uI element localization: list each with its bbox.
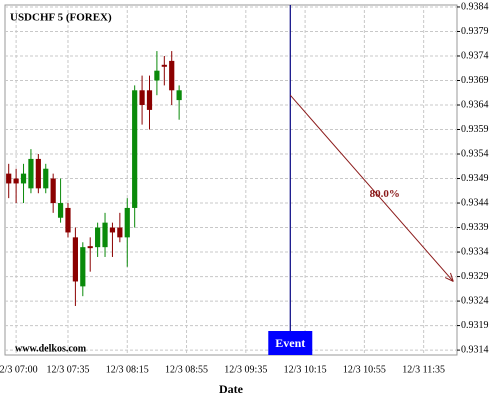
candle-body — [35, 158, 41, 189]
x-tick-label: 12/3 08:55 — [165, 364, 208, 375]
candle-body — [95, 227, 101, 248]
y-tick-label: 0.9314 — [461, 344, 489, 355]
projection-line — [289, 94, 454, 282]
marks — [6, 51, 182, 306]
watermark: www.delkos.com — [15, 343, 87, 354]
y-tick-label: 0.9354 — [461, 148, 489, 159]
candle-body — [20, 173, 27, 184]
projection-label: 80.0% — [370, 188, 400, 200]
x-tick-label: 12/3 10:55 — [343, 364, 386, 375]
y-tick-label: 0.9349 — [461, 173, 489, 184]
x-tick-label: 12/3 10:15 — [284, 364, 327, 375]
candle-body — [80, 247, 86, 287]
candle-body — [13, 178, 19, 184]
candle-body — [72, 237, 78, 282]
y-tick-label: 0.9324 — [461, 295, 489, 306]
arrow-head — [449, 272, 454, 282]
y-tick-label: 0.9384 — [461, 1, 489, 12]
candle-body — [109, 227, 116, 233]
y-tick-label: 0.9339 — [461, 222, 489, 233]
x-tick-label: 12/3 08:15 — [106, 364, 149, 375]
y-tick-label: 0.9344 — [461, 197, 489, 208]
candle-body — [28, 158, 34, 189]
candle-body — [65, 207, 71, 233]
candle-body — [146, 90, 153, 110]
candle-body — [132, 90, 138, 208]
y-tick-label: 0.9329 — [461, 271, 489, 282]
x-axis-label: Date — [219, 382, 244, 396]
event-label: Event — [275, 336, 305, 350]
candle-body — [43, 168, 49, 189]
candle-body — [50, 178, 56, 204]
y-tick-label: 0.9379 — [461, 26, 489, 37]
candle-body — [176, 90, 182, 101]
candle-body — [124, 207, 130, 238]
candle-body — [102, 222, 108, 248]
y-tick-label: 0.9319 — [461, 320, 489, 331]
y-tick-label: 0.9359 — [461, 124, 489, 135]
candle-body — [117, 227, 123, 238]
y-tick-label: 0.9334 — [461, 246, 489, 257]
candle-body — [6, 173, 12, 184]
y-tick-label: 0.9369 — [461, 75, 489, 86]
candle-body — [154, 70, 160, 81]
y-tick-label: 0.9374 — [461, 50, 489, 61]
candle-body — [139, 90, 145, 105]
x-tick-label: 12/3 11:35 — [402, 364, 445, 375]
y-tick-label: 0.9364 — [461, 99, 489, 110]
candle-body — [87, 246, 93, 249]
candle-body — [169, 60, 175, 91]
chart-title: USDCHF 5 (FOREX) — [10, 12, 112, 24]
plot-area — [4, 4, 458, 356]
arrow-head — [444, 277, 454, 282]
candle-body — [161, 64, 167, 67]
event-box — [268, 331, 313, 355]
x-tick-label: 12/3 09:35 — [224, 364, 267, 375]
x-tick-label: 12/3 07:00 — [0, 364, 38, 375]
x-tick-label: 12/3 07:35 — [46, 364, 89, 375]
candle-body — [57, 203, 64, 218]
